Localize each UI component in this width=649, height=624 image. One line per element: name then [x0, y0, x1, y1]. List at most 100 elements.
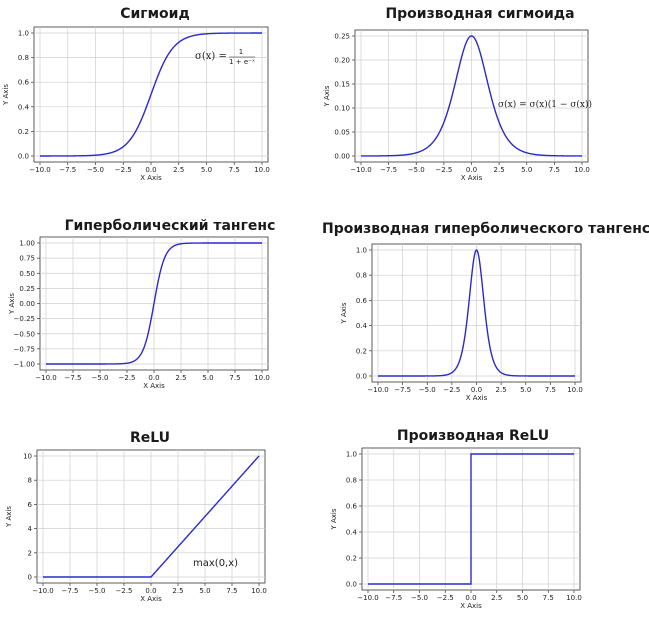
x-axis-label: X Axis	[461, 174, 483, 182]
x-tick-label: −2.5	[443, 386, 460, 394]
chart-title-relu-derivative: Производная ReLU	[396, 428, 550, 444]
series-line	[43, 455, 260, 578]
y-tick-label: 0.00	[334, 153, 350, 161]
y-tick-label: 0.25	[19, 285, 35, 293]
x-tick-label: −10.0	[35, 374, 56, 382]
x-tick-label: −7.5	[65, 374, 82, 382]
y-tick-label: 0.2	[346, 555, 357, 563]
x-tick-label: −5.0	[411, 594, 428, 602]
x-tick-label: 0.0	[465, 594, 476, 602]
formula-annotation: σ(x) =	[195, 51, 227, 62]
y-axis-label: Y Axis	[330, 508, 338, 530]
x-tick-label: −5.0	[89, 587, 106, 595]
x-tick-label: 2.5	[494, 166, 505, 174]
x-tick-label: 0.0	[466, 166, 477, 174]
y-tick-label: 0.75	[19, 255, 35, 263]
y-tick-label: 1.0	[356, 247, 367, 255]
y-tick-label: 0.4	[356, 322, 368, 330]
y-tick-label: 2	[28, 549, 32, 557]
y-tick-label: 0.0	[346, 581, 357, 589]
x-tick-label: 5.0	[202, 374, 213, 382]
y-tick-label: 0.10	[334, 105, 350, 113]
x-tick-label: −5.0	[408, 166, 425, 174]
x-tick-label: −7.5	[385, 594, 402, 602]
formula-numerator: 1	[239, 48, 243, 56]
y-tick-label: 0.4	[346, 529, 358, 537]
chart-title-tanh-derivative: Производная гиперболического тангенса	[322, 221, 649, 237]
x-tick-label: 2.5	[175, 374, 186, 382]
x-axis-label: X Axis	[140, 174, 162, 182]
x-tick-label: 7.5	[549, 166, 560, 174]
y-axis-label: Y Axis	[323, 85, 331, 107]
x-axis-label: X Axis	[466, 394, 488, 402]
x-tick-label: −7.5	[62, 587, 79, 595]
x-tick-label: −2.5	[115, 166, 132, 174]
y-axis-label: Y Axis	[8, 293, 16, 315]
x-tick-label: 10.0	[567, 386, 583, 394]
x-tick-label: −7.5	[380, 166, 397, 174]
x-tick-label: 2.5	[172, 587, 183, 595]
y-tick-label: 0.8	[346, 477, 357, 485]
x-tick-label: −5.0	[92, 374, 109, 382]
chart-title-sigmoid-derivative: Производная сигмоида	[385, 6, 575, 22]
x-tick-label: 7.5	[229, 374, 240, 382]
formula-annotation: max(0,x)	[193, 558, 238, 569]
x-tick-label: −10.0	[357, 594, 378, 602]
y-tick-label: 0	[28, 574, 32, 582]
y-tick-label: 0.20	[334, 57, 350, 65]
x-tick-label: −10.0	[32, 587, 53, 595]
y-tick-label: 1.00	[19, 240, 35, 248]
y-tick-label: 10	[23, 453, 32, 461]
y-axis-label: Y Axis	[340, 302, 348, 324]
y-tick-label: 0.0	[18, 153, 29, 161]
y-tick-label: 0.05	[334, 129, 350, 137]
y-axis-label: Y Axis	[5, 506, 13, 528]
series-line	[40, 32, 262, 157]
y-tick-label: 0.6	[18, 79, 30, 87]
x-axis-label: X Axis	[140, 595, 162, 603]
series-line	[46, 242, 262, 365]
x-tick-label: 5.0	[520, 386, 531, 394]
y-axis-label: Y Axis	[2, 84, 10, 106]
y-tick-label: 0.0	[356, 373, 367, 381]
x-tick-label: −10.0	[350, 166, 371, 174]
x-tick-label: −5.0	[87, 166, 104, 174]
x-tick-label: 0.0	[145, 166, 156, 174]
y-tick-label: 0.8	[356, 272, 367, 280]
x-tick-label: 10.0	[251, 587, 267, 595]
y-tick-label: −0.75	[14, 345, 35, 353]
x-tick-label: 10.0	[254, 374, 270, 382]
x-tick-label: 2.5	[173, 166, 184, 174]
x-tick-label: −7.5	[394, 386, 411, 394]
x-tick-label: −2.5	[119, 374, 136, 382]
x-tick-label: 0.0	[471, 386, 482, 394]
y-tick-label: 6	[28, 501, 33, 509]
y-tick-label: 0.2	[18, 128, 29, 136]
x-tick-label: 7.5	[543, 594, 554, 602]
x-tick-label: 7.5	[229, 166, 240, 174]
x-tick-label: 5.0	[201, 166, 212, 174]
y-tick-label: 0.6	[346, 503, 358, 511]
formula-denominator: 1 + e⁻ˣ	[229, 58, 255, 66]
y-tick-label: 0.25	[334, 33, 350, 41]
y-tick-label: 8	[28, 477, 32, 485]
x-tick-label: −10.0	[29, 166, 50, 174]
series-line	[378, 249, 575, 377]
y-tick-label: −0.50	[14, 330, 35, 338]
y-tick-label: 0.50	[19, 270, 35, 278]
x-tick-label: 10.0	[566, 594, 582, 602]
x-tick-label: 7.5	[545, 386, 556, 394]
x-axis-label: X Axis	[460, 602, 482, 610]
y-tick-label: 0.6	[356, 297, 368, 305]
chart-title-sigmoid: Сигмоид	[120, 6, 190, 22]
x-tick-label: 2.5	[491, 594, 502, 602]
x-tick-label: 2.5	[496, 386, 507, 394]
x-tick-label: 7.5	[226, 587, 237, 595]
x-tick-label: −2.5	[437, 594, 454, 602]
